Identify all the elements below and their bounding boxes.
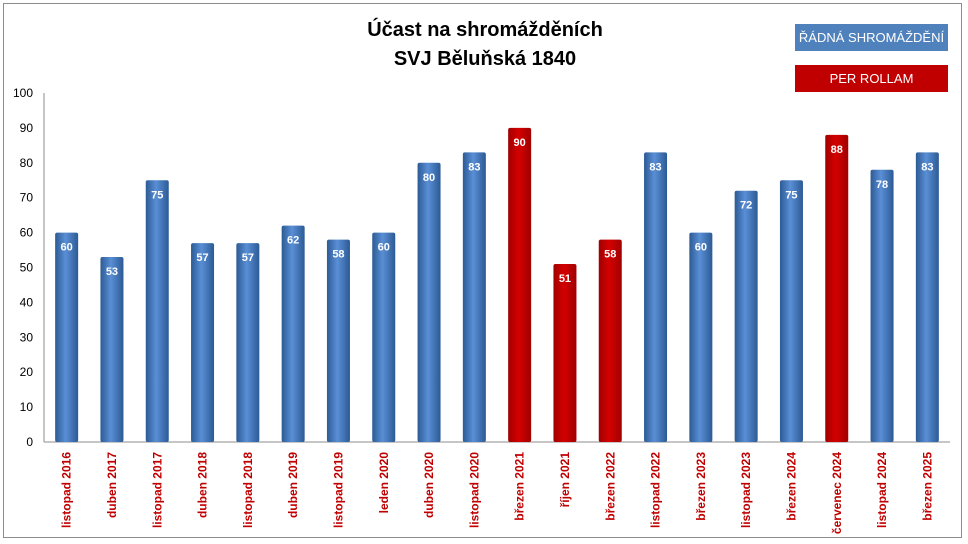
bar-per-rollam [508,127,532,443]
data-label: 75 [785,189,797,201]
bar-regular [915,152,939,442]
data-label: 83 [921,161,933,173]
legend-regular-meetings: ŘÁDNÁ SHROMÁŽDĚNÍ [795,24,948,51]
chart-frame [3,3,962,538]
bar-regular [734,190,758,442]
y-tick-label: 100 [13,86,33,100]
y-tick-label: 0 [26,435,33,449]
chart-title-line-1: Účast na shromážděních [367,19,603,41]
data-label: 57 [242,252,254,264]
x-tick-label: říjen 2021 [558,452,572,508]
bar-regular [326,239,350,442]
x-tick-label: duben 2018 [196,452,210,518]
bar-regular [870,169,894,442]
bar-regular [417,162,441,443]
bar-per-rollam [598,239,622,442]
bar-per-rollam [825,134,849,442]
y-tick-label: 80 [20,156,34,170]
x-tick-label: listopad 2024 [875,452,889,528]
y-tick-label: 20 [20,365,34,379]
x-tick-label: duben 2017 [105,452,119,518]
bar-regular [779,180,803,442]
data-label: 58 [604,249,616,261]
x-tick-label: listopad 2023 [739,452,753,528]
bar-regular [644,152,668,442]
bar-regular [689,232,713,442]
bar-regular [100,257,124,442]
bar-regular [372,232,396,442]
x-tick-label: listopad 2020 [467,452,481,528]
bar-regular [281,225,305,442]
data-label: 78 [876,179,888,191]
y-tick-label: 70 [20,191,34,205]
x-tick-label: duben 2019 [286,452,300,518]
x-tick-label: březen 2022 [603,452,617,521]
y-tick-label: 30 [20,330,34,344]
bar-regular [236,243,260,442]
legend-per-rollam: PER ROLLAM [795,65,948,92]
x-tick-label: březen 2024 [784,452,798,521]
x-tick-label: listopad 2017 [150,452,164,528]
x-tick-label: listopad 2016 [60,452,74,528]
chart-title-line-2: SVJ Běluňská 1840 [393,48,577,70]
x-tick-label: březen 2021 [513,452,527,521]
data-label: 62 [287,235,299,247]
bar-regular [462,152,486,442]
data-label: 57 [196,252,208,264]
bar-regular [191,243,215,442]
data-label: 53 [106,266,118,278]
x-tick-label: březen 2025 [920,452,934,521]
bar-regular [145,180,169,442]
x-tick-label: duben 2020 [422,452,436,518]
data-label: 51 [559,273,571,285]
y-tick-label: 90 [20,121,34,135]
data-label: 60 [378,242,390,254]
y-tick-label: 40 [20,295,34,309]
x-tick-label: listopad 2019 [331,452,345,528]
x-tick-label: listopad 2022 [649,452,663,528]
bar-regular [55,232,79,442]
x-tick-label: červenec 2024 [830,452,844,534]
y-tick-label: 60 [20,226,34,240]
data-label: 80 [423,172,435,184]
data-label: 75 [151,189,163,201]
data-label: 58 [332,249,344,261]
data-label: 90 [514,137,526,149]
data-label: 83 [649,161,661,173]
x-tick-label: březen 2023 [694,452,708,521]
y-tick-label: 50 [20,261,34,275]
x-tick-label: leden 2020 [377,452,391,514]
y-tick-label: 10 [20,400,34,414]
data-label: 72 [740,200,752,212]
data-label: 60 [61,242,73,254]
x-tick-label: listopad 2018 [241,452,255,528]
data-label: 88 [831,144,843,156]
data-label: 83 [468,161,480,173]
data-label: 60 [695,242,707,254]
bar-per-rollam [553,264,577,442]
